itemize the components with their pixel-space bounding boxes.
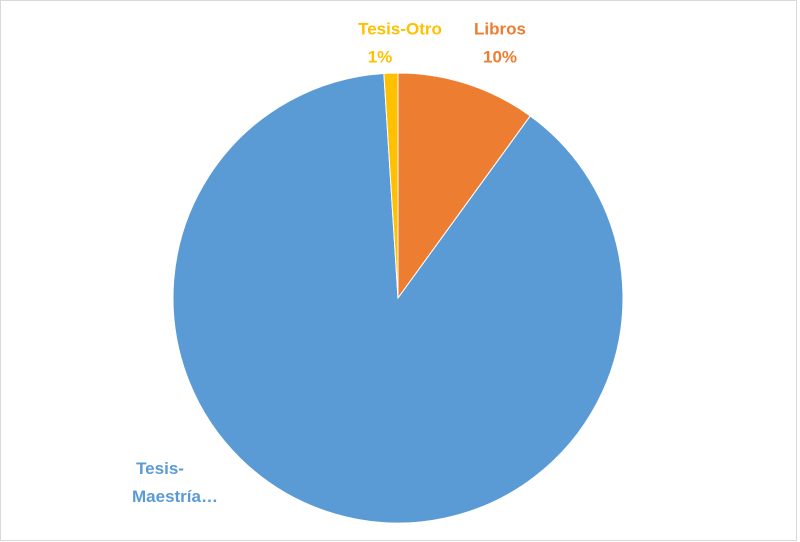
pie-slice [383, 72, 399, 299]
pie-slice [172, 72, 624, 524]
pie-slice [397, 72, 531, 300]
value-label: 10% [483, 47, 517, 66]
value-label: 1% [368, 47, 393, 66]
slice-label: Tesis-Maestría… [132, 459, 218, 506]
slice-label: Libros [474, 19, 526, 38]
slice-label: Tesis-Otro [358, 19, 442, 38]
